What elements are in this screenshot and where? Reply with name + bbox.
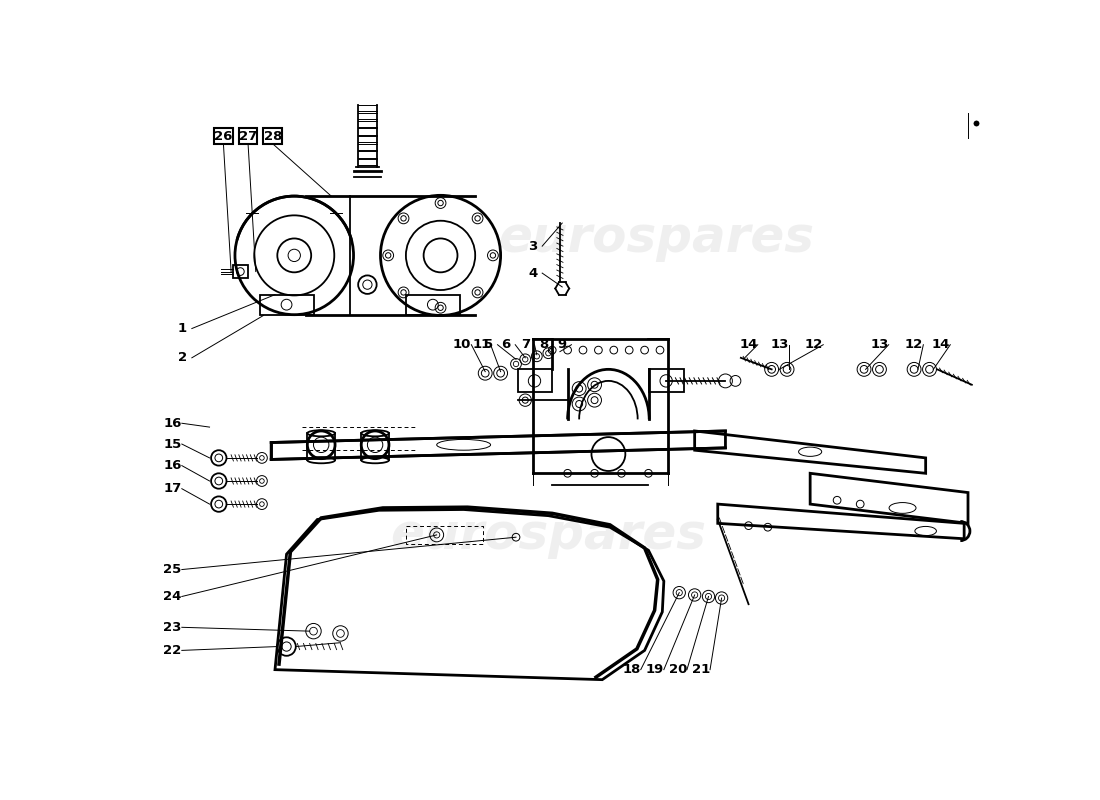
Text: 7: 7 <box>520 338 530 351</box>
Text: 26: 26 <box>214 130 232 142</box>
Text: 21: 21 <box>692 663 710 676</box>
Text: 18: 18 <box>623 663 640 676</box>
Text: 25: 25 <box>164 563 182 576</box>
Text: 28: 28 <box>264 130 282 142</box>
Text: 24: 24 <box>164 590 182 603</box>
Text: 9: 9 <box>558 338 566 351</box>
Text: 27: 27 <box>239 130 257 142</box>
Text: 14: 14 <box>932 338 950 351</box>
Text: eurospares: eurospares <box>498 214 814 262</box>
FancyBboxPatch shape <box>239 128 257 144</box>
FancyBboxPatch shape <box>264 128 282 144</box>
Text: 8: 8 <box>539 338 549 351</box>
Text: 2: 2 <box>178 351 187 364</box>
Text: 3: 3 <box>528 240 538 253</box>
Text: 15: 15 <box>164 438 182 450</box>
Text: 20: 20 <box>669 663 686 676</box>
Text: 11: 11 <box>472 338 491 351</box>
Text: 16: 16 <box>164 417 182 430</box>
Text: 19: 19 <box>646 663 663 676</box>
Text: 14: 14 <box>739 338 758 351</box>
Text: 13: 13 <box>870 338 889 351</box>
Text: 22: 22 <box>164 644 182 657</box>
Text: eurospares: eurospares <box>390 511 706 559</box>
Text: 13: 13 <box>770 338 789 351</box>
FancyBboxPatch shape <box>214 128 233 144</box>
Text: 6: 6 <box>502 338 510 351</box>
Text: 17: 17 <box>164 482 182 495</box>
Text: 5: 5 <box>484 338 493 351</box>
Text: 12: 12 <box>805 338 823 351</box>
Text: 4: 4 <box>528 266 538 280</box>
Text: 1: 1 <box>178 322 187 335</box>
Text: 12: 12 <box>905 338 923 351</box>
Text: 10: 10 <box>453 338 471 351</box>
Text: 16: 16 <box>164 459 182 472</box>
Text: 23: 23 <box>164 621 182 634</box>
